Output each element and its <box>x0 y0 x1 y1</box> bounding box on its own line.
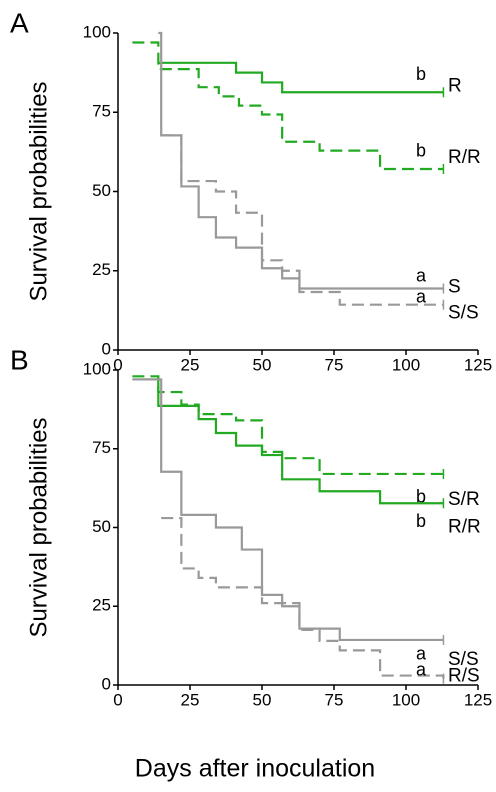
series-label: R/S <box>448 666 480 687</box>
series-label: R/R <box>448 516 481 537</box>
y-tick-label: 25 <box>92 596 111 615</box>
y-tick-label: 25 <box>92 260 111 279</box>
series-label: R/R <box>448 147 481 168</box>
x-tick-label: 75 <box>325 355 344 374</box>
significance-letter: b <box>416 64 426 84</box>
x-tick-label: 100 <box>392 355 420 374</box>
x-tick-label: 75 <box>325 690 344 709</box>
significance-letter: a <box>416 644 427 664</box>
y-tick-label: 75 <box>92 102 111 121</box>
survival-curve <box>158 31 444 290</box>
x-tick-label: 125 <box>464 690 492 709</box>
significance-letter: a <box>416 286 427 306</box>
survival-curve <box>132 375 444 476</box>
series-label: S/S <box>448 649 479 670</box>
survival-curve <box>132 378 444 642</box>
x-axis-label: Days after inoculation <box>135 755 375 783</box>
y-tick-label: 100 <box>83 22 111 41</box>
survival-curve <box>132 41 444 171</box>
significance-letter: b <box>416 141 426 161</box>
x-tick-label: 25 <box>181 690 200 709</box>
y-axis-label: Survival probabilities <box>25 81 52 301</box>
series-label: S <box>448 277 461 298</box>
series-label: R <box>448 75 462 96</box>
x-tick-label: 0 <box>113 690 122 709</box>
x-tick-label: 25 <box>181 355 200 374</box>
significance-letter: a <box>416 265 427 285</box>
y-tick-label: 50 <box>92 517 111 536</box>
x-tick-label: 50 <box>253 355 272 374</box>
y-tick-label: 0 <box>102 674 111 693</box>
survival-curve <box>158 61 444 94</box>
x-tick-label: 0 <box>113 355 122 374</box>
survival-curve <box>161 516 445 679</box>
panel-label: B <box>10 344 29 375</box>
x-tick-label: 50 <box>253 690 272 709</box>
series-label: S/R <box>448 489 480 510</box>
series-label: S/S <box>448 303 479 324</box>
y-tick-label: 75 <box>92 438 111 457</box>
y-tick-label: 50 <box>92 181 111 200</box>
x-tick-label: 100 <box>392 690 420 709</box>
survival-curve <box>132 378 444 505</box>
survival-curve <box>161 134 444 306</box>
x-tick-label: 125 <box>464 355 492 374</box>
significance-letter: b <box>416 511 426 531</box>
panel-label: A <box>10 7 29 38</box>
significance-letter: b <box>416 487 426 507</box>
y-axis-label: Survival probabilities <box>25 417 52 637</box>
significance-letter: a <box>416 659 427 679</box>
y-tick-label: 100 <box>83 359 111 378</box>
y-tick-label: 0 <box>102 339 111 358</box>
